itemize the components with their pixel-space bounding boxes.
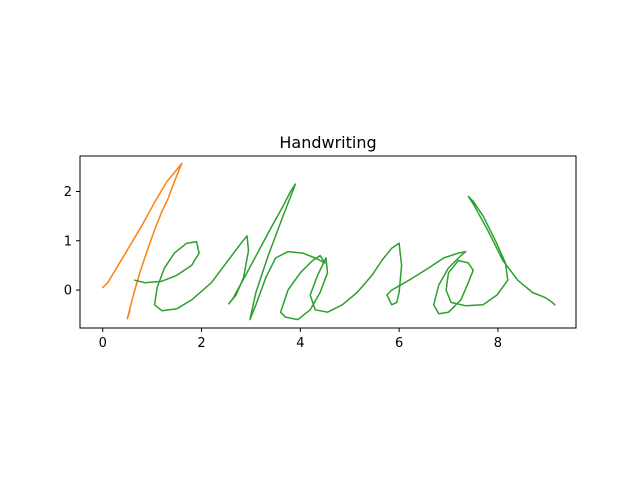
- plot-series-group: [101, 162, 556, 321]
- chart-title: Handwriting: [279, 133, 376, 152]
- x-tick-label: 2: [197, 336, 205, 351]
- y-tick-label: 2: [64, 185, 72, 200]
- series-line-1: [134, 183, 556, 321]
- x-tick-label: 8: [494, 336, 502, 351]
- y-tick-label: 1: [64, 234, 72, 249]
- x-axis: 0 2 4 6 8: [99, 328, 502, 351]
- series-line-0: [101, 162, 183, 320]
- x-tick-label: 4: [296, 336, 304, 351]
- axes-frame: [79, 155, 577, 329]
- y-axis: 0 1 2: [64, 185, 80, 299]
- x-tick-label: 6: [395, 336, 403, 351]
- axes-border: [79, 155, 577, 329]
- x-tick-label: 0: [99, 336, 107, 351]
- y-tick-label: 0: [64, 284, 72, 299]
